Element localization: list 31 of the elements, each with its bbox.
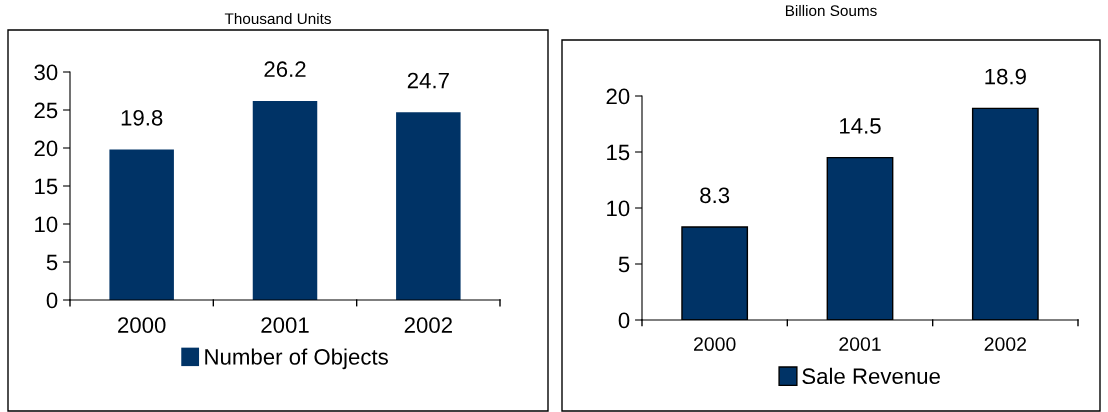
x-tick-label: 2000 <box>118 317 166 333</box>
x-tick-label: 2000 <box>694 337 736 351</box>
y-tick-label: 20 <box>34 140 58 157</box>
x-tick-label: 2002 <box>404 317 452 333</box>
y-tick-label: 30 <box>34 64 58 81</box>
data-label: 24.7 <box>407 72 449 89</box>
chart-title: Billion Soums <box>785 4 877 17</box>
y-tick-label: 0 <box>618 312 630 329</box>
y-tick-label: 5 <box>618 256 630 273</box>
legend-label: Sale Revenue <box>802 367 940 385</box>
bar <box>109 149 174 300</box>
data-label: 18.9 <box>985 68 1026 85</box>
x-tick-label: 2001 <box>261 317 309 333</box>
bar <box>252 100 318 300</box>
y-tick-label: 0 <box>46 292 58 309</box>
data-label: 26.2 <box>264 61 306 78</box>
data-label: 19.8 <box>121 109 163 126</box>
y-tick-label: 15 <box>607 144 630 161</box>
y-tick-label: 5 <box>46 254 58 271</box>
data-label: 8.3 <box>700 187 730 204</box>
data-label: 14.5 <box>840 118 881 134</box>
x-tick-label: 2001 <box>839 337 881 351</box>
x-tick-label: 2002 <box>984 337 1026 351</box>
y-tick-label: 20 <box>606 88 630 105</box>
y-tick-label: 15 <box>35 178 58 195</box>
legend-label: Number of Objects <box>205 348 388 370</box>
y-tick-label: 25 <box>34 102 58 119</box>
y-tick-label: 10 <box>35 216 58 233</box>
chart-title: Thousand Units <box>224 12 331 25</box>
y-tick-label: 10 <box>607 200 630 217</box>
bar <box>396 112 461 300</box>
